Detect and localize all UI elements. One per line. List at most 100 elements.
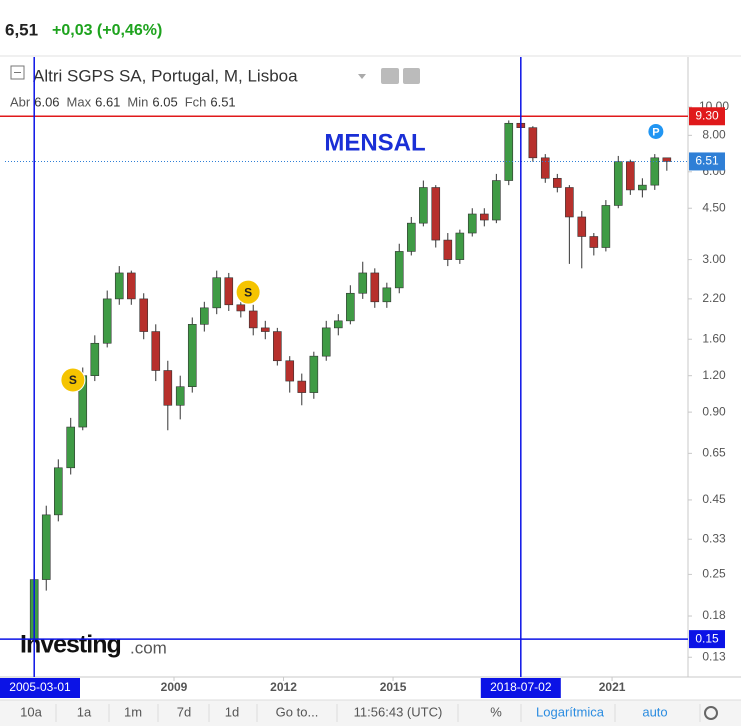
candle-body [382, 287, 392, 303]
candle-body [577, 216, 587, 237]
toolbar-button[interactable]: Logarítmica [536, 704, 605, 719]
event-marker[interactable] [235, 279, 261, 305]
toolbar-button[interactable]: 1m [124, 704, 142, 719]
y-tick-label: 0.65 [702, 446, 726, 460]
toolbar-button[interactable]: auto [642, 704, 667, 719]
candle-body [285, 360, 295, 382]
y-tick-label: 1.20 [702, 368, 726, 382]
candle-body [248, 310, 258, 329]
toolbar-button[interactable]: 1a [77, 704, 92, 719]
dropdown-icon[interactable] [358, 74, 366, 79]
legend-label: Min [127, 94, 148, 109]
vertical-line-label: 2005-03-01 [9, 680, 71, 694]
candle-body [358, 272, 368, 294]
legend-value: 6.06 [34, 94, 59, 109]
y-tick-label: 0.18 [702, 608, 726, 622]
vertical-line-box [480, 678, 561, 698]
candle-body [346, 292, 355, 322]
candle-body [492, 180, 501, 221]
y-tick-label: 0.25 [702, 567, 726, 581]
event-marker-label: S [69, 373, 77, 387]
chart-title: Altri SGPS SA, Portugal, M, Lisboa [33, 66, 298, 85]
legend-label: Fch [185, 94, 207, 109]
legend-value: 6.51 [210, 94, 235, 109]
y-tick-label: 0.45 [702, 492, 726, 506]
event-marker-label: S [244, 285, 252, 299]
candle-body [467, 213, 477, 234]
candle-body [443, 239, 453, 260]
candle-body [504, 122, 514, 181]
toolbar-button[interactable]: 11:56:43 (UTC) [354, 704, 443, 719]
candle-body [601, 205, 611, 248]
candle-body [102, 298, 112, 344]
horizontal-line-label: 9.30 [695, 108, 719, 122]
horizontal-line-label: 0.15 [695, 631, 719, 645]
candle-body [187, 324, 197, 388]
annotation: MENSAL [324, 129, 425, 156]
candle-body [662, 157, 672, 162]
candle-body [553, 177, 562, 188]
candle-body [455, 232, 465, 260]
y-tick-label: 3.00 [702, 252, 726, 266]
toolbar-button[interactable]: 1d [225, 704, 239, 719]
x-tick-label: 2012 [270, 680, 297, 694]
y-tick-label: 8.00 [702, 128, 726, 142]
header-change: +0,03 (+0,46%) [52, 22, 162, 39]
candle-body [589, 236, 599, 248]
candle-body [565, 187, 574, 218]
watermark: .com [130, 638, 167, 657]
horizontal-line-box [689, 630, 725, 649]
eye-icon[interactable] [381, 68, 399, 84]
last-price-label: 6.51 [695, 154, 719, 168]
y-tick-label: 0.13 [702, 649, 726, 663]
toolbar-button[interactable]: 7d [177, 704, 191, 719]
legend-value: 6.61 [95, 94, 120, 109]
candle-body [650, 157, 660, 186]
candle-body [90, 342, 100, 376]
horizontal-line-box [689, 107, 725, 126]
candle-body [297, 380, 307, 393]
candle-body [321, 327, 331, 357]
y-tick-label: 0.90 [702, 404, 726, 418]
y-tick-label: 0.33 [702, 531, 726, 545]
candle-body [127, 272, 136, 300]
candle-body [333, 320, 343, 329]
legend-label: Abr [10, 94, 31, 109]
header-price: 6,51 [5, 20, 38, 39]
candle-body [53, 467, 63, 516]
candle-body [480, 213, 489, 221]
collapse-icon[interactable] [10, 65, 25, 80]
toolbar [0, 700, 741, 726]
toolbar-gear[interactable] [704, 706, 718, 720]
legend-label: Max [67, 94, 92, 109]
toolbar-button[interactable]: 10a [20, 704, 42, 719]
candle-body [41, 514, 51, 580]
x-tick-label: 2015 [380, 680, 407, 694]
settings-icon[interactable] [403, 68, 420, 84]
candle-body [224, 277, 234, 306]
candle-body [528, 127, 538, 159]
toolbar-button[interactable]: % [490, 704, 502, 719]
candle-body [260, 327, 270, 332]
event-marker[interactable] [647, 122, 665, 140]
y-tick-label: 1.60 [702, 331, 726, 345]
x-tick-label: 2009 [161, 680, 188, 694]
candle-body [309, 355, 319, 393]
candle-body [200, 307, 209, 325]
event-marker[interactable] [60, 367, 86, 393]
toolbar-button[interactable]: Go to... [276, 704, 319, 719]
candle-body [212, 277, 222, 309]
candle-body [236, 304, 246, 312]
candle-body [370, 272, 380, 303]
candle-body [431, 187, 441, 241]
header-bg [0, 0, 741, 56]
candle-body [163, 370, 173, 406]
candle-body [540, 157, 550, 179]
candle-body [66, 426, 76, 469]
candle-body [394, 251, 404, 289]
candle-body [406, 222, 416, 252]
event-marker-label: P [652, 126, 659, 138]
candle-body [139, 298, 149, 332]
